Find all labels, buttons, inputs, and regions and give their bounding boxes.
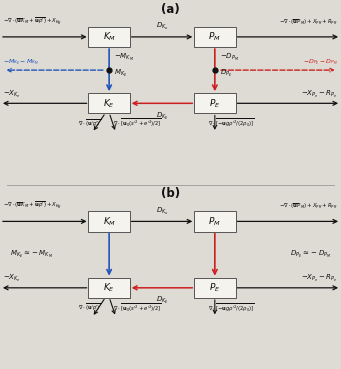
FancyBboxPatch shape <box>194 277 236 298</box>
Text: $\nabla\cdot\overline{(\mathbf{u}^{\prime}p^{\prime})}$: $\nabla\cdot\overline{(\mathbf{u}^{\prim… <box>78 118 102 129</box>
FancyBboxPatch shape <box>194 27 236 47</box>
FancyBboxPatch shape <box>88 211 130 232</box>
Text: $\nabla\cdot\overline{[\mathbf{u}_0(s^{\prime 2}+e^{\prime 2})/2]}$: $\nabla\cdot\overline{[\mathbf{u}_0(s^{\… <box>113 303 161 314</box>
Text: $-\nabla\cdot(\overline{\mathbf{u}}K_M+\overline{\mathbf{u}p^{\prime}})+X_{K_M}$: $-\nabla\cdot(\overline{\mathbf{u}}K_M+\… <box>3 15 62 27</box>
Text: $\nabla\cdot\overline{[-\mathbf{u}g\rho^{\prime 2}/(2\rho_0)]}$: $\nabla\cdot\overline{[-\mathbf{u}g\rho^… <box>208 118 255 129</box>
Text: $P_M$: $P_M$ <box>208 215 221 228</box>
FancyBboxPatch shape <box>194 93 236 114</box>
Text: $\nabla\cdot\overline{[-\mathbf{u}g\rho^{\prime 2}/(2\rho_0)]}$: $\nabla\cdot\overline{[-\mathbf{u}g\rho^… <box>208 303 255 314</box>
Text: $-M_{K_M}$: $-M_{K_M}$ <box>114 52 134 63</box>
Text: $K_M$: $K_M$ <box>103 215 116 228</box>
Text: $-D_{P_E}-D_{P_M}$: $-D_{P_E}-D_{P_M}$ <box>303 58 338 67</box>
FancyBboxPatch shape <box>88 93 130 114</box>
Text: $-\nabla\cdot(\overline{\mathbf{u}}P_M)+X_{P_M}+R_{P_M}$: $-\nabla\cdot(\overline{\mathbf{u}}P_M)+… <box>279 201 338 211</box>
Text: $-D_{P_M}$: $-D_{P_M}$ <box>220 52 239 63</box>
Text: $K_M$: $K_M$ <box>103 31 116 43</box>
FancyBboxPatch shape <box>88 27 130 47</box>
Text: $P_M$: $P_M$ <box>208 31 221 43</box>
FancyBboxPatch shape <box>194 211 236 232</box>
Text: (a): (a) <box>161 3 180 16</box>
Text: $D_{K_u}$: $D_{K_u}$ <box>156 206 168 217</box>
Text: $-X_{P_e}-R_{P_e}$: $-X_{P_e}-R_{P_e}$ <box>301 273 338 284</box>
FancyBboxPatch shape <box>88 277 130 298</box>
Text: $-X_{K_e}$: $-X_{K_e}$ <box>3 273 21 284</box>
Text: $-\nabla\cdot(\overline{\mathbf{u}}K_M+\overline{\mathbf{u}p^{\prime}})+X_{K_M}$: $-\nabla\cdot(\overline{\mathbf{u}}K_M+\… <box>3 200 62 211</box>
Text: $D_{K_E}$: $D_{K_E}$ <box>155 295 168 306</box>
Text: $D_{K_E}$: $D_{K_E}$ <box>155 111 168 122</box>
Text: $-X_{P_e}-R_{P_e}$: $-X_{P_e}-R_{P_e}$ <box>301 89 338 100</box>
Text: $-\nabla\cdot(\overline{\mathbf{u}}P_M)+X_{P_M}+R_{P_M}$: $-\nabla\cdot(\overline{\mathbf{u}}P_M)+… <box>279 17 338 27</box>
Text: $D_{P_E}\approx -D_{P_M}$: $D_{P_E}\approx -D_{P_M}$ <box>290 249 331 260</box>
Text: $D_{K_u}$: $D_{K_u}$ <box>156 21 168 32</box>
Text: $M_{K_E}\approx -M_{K_M}$: $M_{K_E}\approx -M_{K_M}$ <box>10 249 53 260</box>
Text: $D_{P_E}$: $D_{P_E}$ <box>220 68 233 79</box>
Text: (b): (b) <box>161 187 180 200</box>
Text: $-X_{K_e}$: $-X_{K_e}$ <box>3 89 21 100</box>
Text: $M_{K_E}$: $M_{K_E}$ <box>114 68 128 79</box>
Text: $K_E$: $K_E$ <box>103 97 115 110</box>
Text: $K_E$: $K_E$ <box>103 282 115 294</box>
Text: $P_E$: $P_E$ <box>209 97 221 110</box>
Text: $\nabla\cdot\overline{[\mathbf{u}_0(s^{\prime 2}+e^{\prime 2})/2]}$: $\nabla\cdot\overline{[\mathbf{u}_0(s^{\… <box>113 118 161 129</box>
Text: $\nabla\cdot\overline{(\mathbf{u}^{\prime}p^{\prime})}$: $\nabla\cdot\overline{(\mathbf{u}^{\prim… <box>78 303 102 313</box>
Text: $P_E$: $P_E$ <box>209 282 221 294</box>
Text: $-M_{K_E}-M_{K_M}$: $-M_{K_E}-M_{K_M}$ <box>3 58 40 67</box>
